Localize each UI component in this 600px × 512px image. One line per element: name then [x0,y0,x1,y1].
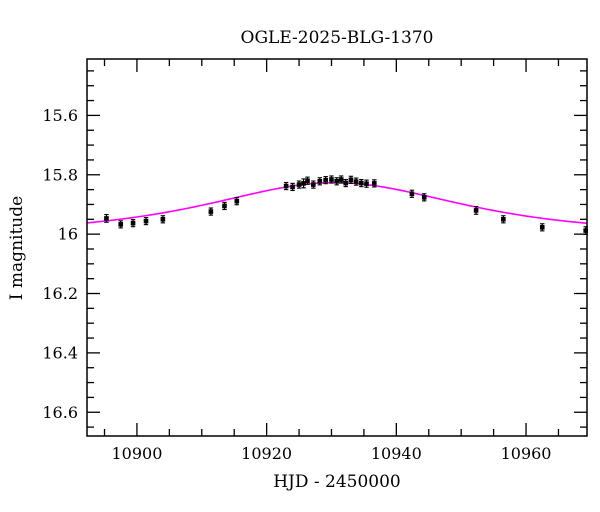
data-point [208,209,214,214]
y-tick-label: 15.8 [42,165,78,184]
data-point [143,218,149,224]
data-point [364,181,369,186]
x-axis-title: HJD - 2450000 [273,472,401,492]
data-point [348,177,354,183]
x-tick-label: 10920 [241,444,292,463]
data-point [283,183,289,189]
y-tick-label: 16.4 [42,343,78,362]
axis-ticks [87,59,587,436]
y-tick-label: 15.6 [42,106,78,125]
data-point [501,216,506,222]
data-point [539,225,545,230]
data-point [305,178,310,184]
data-point [160,216,166,222]
axis-tick-labels: 10900 10920 10940 10960 15.6 15.8 16 16.2 16.4 16… [42,106,551,463]
data-point [421,195,427,200]
data-point [222,203,227,209]
x-tick-label: 10900 [111,444,162,463]
y-tick-label: 16.6 [42,403,78,422]
data-point [234,198,240,204]
data-point [290,184,295,190]
data-point [118,222,124,227]
data-point [334,179,339,184]
data-point [311,182,316,187]
data-point [301,181,306,186]
chart-title: OGLE-2025-BLG-1370 [241,28,434,48]
data-point [338,177,344,182]
data-point [317,179,323,184]
data-point [371,181,377,186]
data-point [353,179,359,184]
plot-frame [86,58,588,437]
y-tick-label: 16.2 [42,284,78,303]
data-point [323,177,328,183]
data-point [343,180,349,186]
y-tick-label: 16 [58,225,78,244]
data-point [130,220,136,226]
data-point [583,228,589,233]
x-tick-label: 10960 [501,444,552,463]
data-point [473,208,479,213]
data-point [296,182,302,187]
y-axis-title: I magnitude [7,196,27,300]
data-point [329,177,334,182]
data-point [409,191,415,197]
data-point [104,216,109,221]
data-point [359,180,364,186]
data-points [104,175,589,235]
x-tick-label: 10940 [371,444,422,463]
